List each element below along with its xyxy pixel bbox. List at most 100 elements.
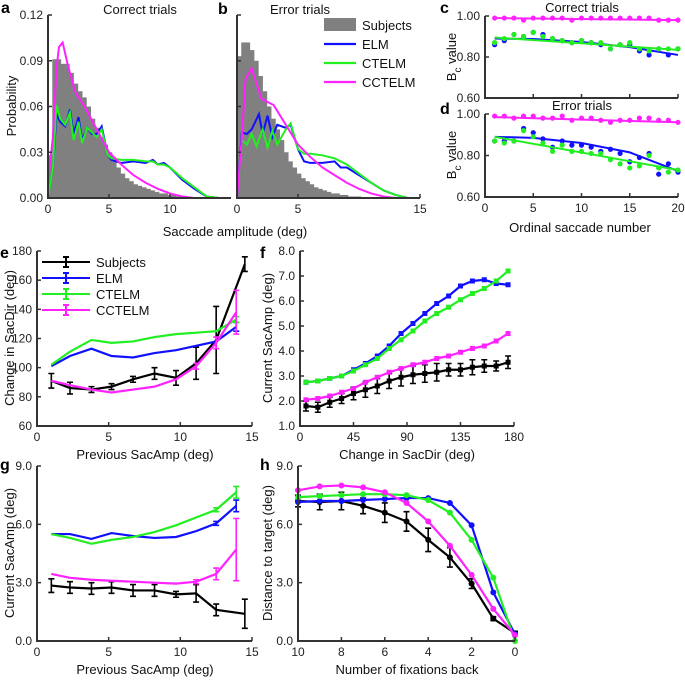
y-tick-label: 1.00 (457, 107, 481, 121)
hist-bar (56, 59, 62, 198)
marker-CCTELM (493, 338, 499, 344)
panel-letter: g (0, 457, 10, 474)
x-tick-label: 0 (512, 645, 519, 659)
marker-CCTELM (316, 483, 323, 490)
marker-ELM (490, 589, 497, 596)
marker-CCTELM (481, 343, 487, 349)
marker-Subjects (469, 364, 475, 370)
marker-CTELM (403, 492, 410, 499)
hist-bar (254, 60, 259, 198)
marker-CTELM (351, 368, 356, 374)
marker-CCTELM (458, 349, 463, 355)
x-tick-label: 10 (163, 202, 177, 216)
y-axis-label: Current SacAmp (deg) (2, 488, 17, 618)
x-tick-label: 45 (347, 430, 361, 444)
marker-CCTELM (505, 331, 511, 336)
data-point-ELM (617, 150, 623, 157)
y-tick-label: 7.0 (278, 269, 295, 283)
x-tick-label: 90 (400, 430, 414, 444)
hist-bar (150, 190, 156, 198)
marker-CTELM (446, 509, 453, 516)
hist-bar (146, 188, 151, 198)
y-tick-label: 1.00 (457, 9, 481, 23)
y-tick-label: 0.03 (20, 145, 44, 159)
marker-CCTELM (315, 396, 321, 401)
error-bar (173, 590, 180, 599)
y-tick-label: 9.0 (276, 459, 293, 473)
y-tick-label: 0.09 (20, 54, 44, 68)
legend-swatch-CCTELM (42, 304, 90, 316)
marker-CTELM (468, 536, 475, 543)
error-bar (108, 382, 115, 391)
marker-CTELM (315, 378, 321, 384)
marker-Subjects (468, 580, 475, 587)
x-tick-label: 0 (34, 430, 41, 444)
marker-CCTELM (468, 571, 475, 578)
marker-CTELM (360, 491, 367, 498)
marker-CTELM (490, 574, 497, 581)
marker-CCTELM (338, 482, 345, 489)
x-tick-label: 180 (504, 430, 524, 444)
y-axis-label-sub: c (453, 68, 464, 73)
marker-CCTELM (446, 542, 453, 549)
panel-letter: b (218, 1, 228, 18)
marker-Subjects (303, 403, 309, 409)
hist-bar (330, 193, 336, 198)
legend-label: CCTELM (96, 303, 149, 318)
marker-ELM (410, 321, 416, 326)
data-point-CTELM (549, 35, 556, 42)
marker-Subjects (362, 387, 368, 393)
marker-CCTELM (434, 356, 440, 361)
panel-c: 0.60 0.80 1.00 c Correct trials Bc value (440, 0, 681, 105)
marker-CCTELM (446, 353, 452, 359)
data-point-CTELM (501, 140, 507, 146)
marker-ELM (458, 283, 463, 289)
x-tick-label: 5 (105, 645, 112, 659)
data-point-CTELM (521, 33, 527, 40)
legend-swatch-CTELM (42, 288, 90, 300)
marker-ELM (360, 497, 367, 504)
y-tick-label: 9.0 (15, 459, 32, 473)
x-tick-label: 0 (297, 430, 304, 444)
error-bar (213, 520, 220, 527)
marker-Subjects (490, 615, 497, 622)
x-axis-label: Saccade amplitude (deg) (163, 224, 308, 239)
legend-swatch-Subjects (324, 18, 356, 31)
hist-bar (335, 193, 340, 198)
panel-letter: d (440, 101, 450, 118)
series-line-ELM (50, 325, 237, 368)
series-line-Subjects (51, 584, 245, 615)
data-point-CTELM (617, 161, 623, 167)
marker-CTELM (410, 328, 416, 334)
legend-label: Subjects (96, 255, 146, 270)
data-point-CTELM (530, 29, 536, 35)
marker-Subjects (446, 554, 453, 561)
data-point-CCTELM (636, 115, 643, 121)
error-bar (233, 485, 240, 499)
x-tick-label: 5 (295, 202, 302, 216)
fit-line-CTELM (494, 135, 679, 172)
data-point-CTELM (646, 152, 652, 159)
hist-bar (77, 91, 83, 198)
y-axis-label-rest: value (444, 33, 459, 68)
marker-ELM (505, 282, 511, 288)
hist-bar (116, 167, 121, 198)
hist-bar (343, 194, 349, 198)
x-tick-label: 0 (482, 201, 489, 215)
error-bar (213, 567, 220, 581)
legend-swatch-Subjects (42, 256, 90, 268)
marker-CCTELM (398, 366, 404, 371)
marker-Subjects (434, 369, 440, 375)
error-bar (213, 507, 220, 513)
y-axis-label-main: B (444, 73, 459, 82)
data-point-CTELM (627, 40, 633, 46)
marker-CTELM (458, 297, 463, 303)
error-bar (233, 517, 240, 582)
x-tick-label: 8 (338, 645, 345, 659)
x-tick-label: 4 (425, 645, 432, 659)
marker-ELM (446, 499, 453, 506)
marker-Subjects (315, 404, 321, 410)
x-tick-label: 10 (174, 430, 188, 444)
legend-swatch-ELM (42, 272, 90, 284)
